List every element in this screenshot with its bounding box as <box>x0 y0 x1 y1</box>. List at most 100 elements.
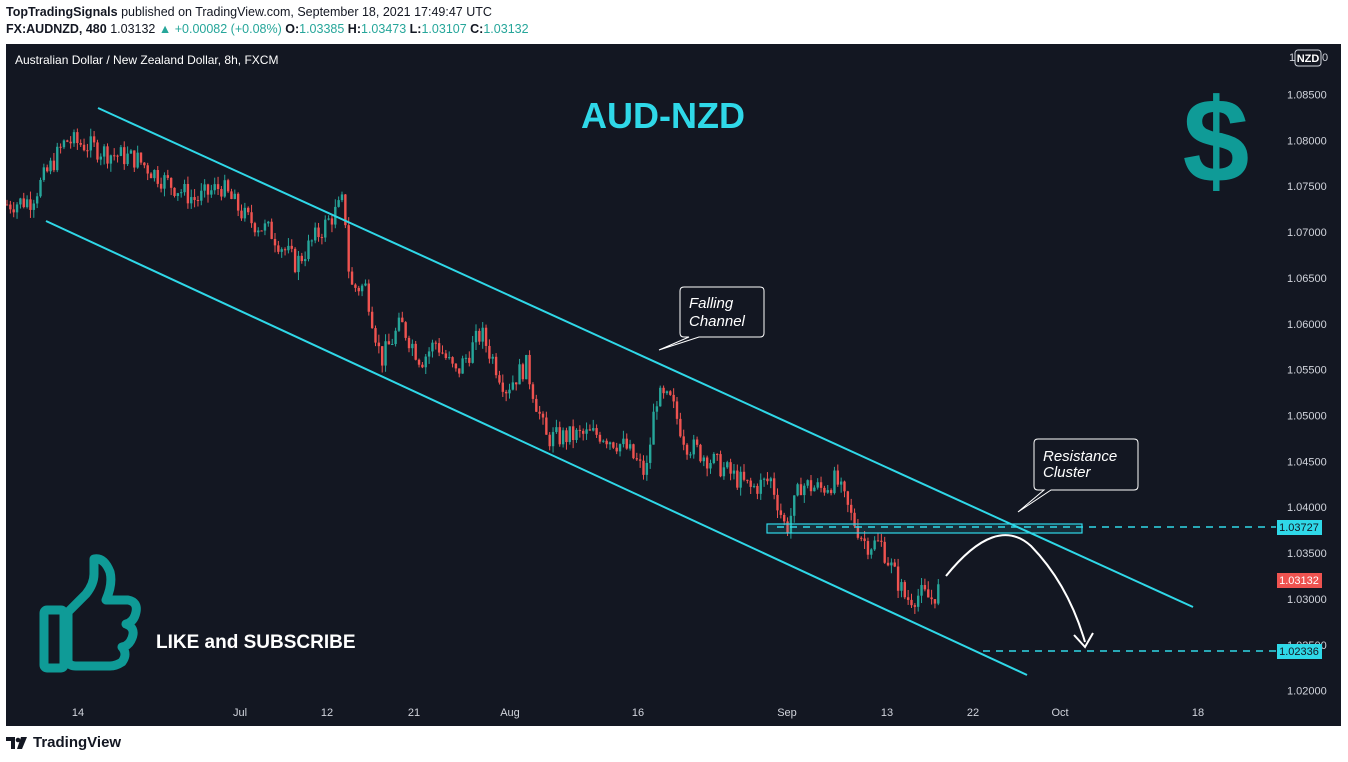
candle-body <box>203 184 206 191</box>
candle-body <box>401 317 404 323</box>
candle-body <box>468 357 471 363</box>
candle-body <box>612 442 615 448</box>
candle-body <box>762 478 766 480</box>
candle-body <box>113 155 116 157</box>
publish-info: published on TradingView.com, September … <box>121 5 492 19</box>
candle-body <box>126 153 129 165</box>
candle-body <box>86 150 89 152</box>
candle-body <box>414 343 417 360</box>
callout-resistance-line2: Cluster <box>1043 464 1092 481</box>
candle-body <box>736 470 739 488</box>
candle-body <box>561 430 565 445</box>
candle-body <box>317 227 320 238</box>
candle-body <box>568 426 571 443</box>
candle-body <box>421 364 424 368</box>
candle-body <box>176 193 180 196</box>
candle-body <box>525 354 528 380</box>
chart-headline: AUD-NZD <box>581 95 745 136</box>
candle-body <box>880 540 883 542</box>
y-tick-label: 1.03500 <box>1287 548 1327 560</box>
candle-body <box>679 418 682 437</box>
candle-body <box>856 526 860 538</box>
candle-body <box>913 605 917 607</box>
candle-body <box>625 438 628 449</box>
candle-body <box>441 352 444 354</box>
candle-body <box>310 240 314 242</box>
candle-body <box>300 255 303 262</box>
candle-body <box>558 427 561 445</box>
price-chart[interactable]: Falling Channel Resistance Cluster 1.085… <box>5 44 1341 726</box>
candle-body <box>702 457 705 462</box>
candle-body <box>608 442 612 445</box>
candle-body <box>595 428 598 435</box>
candle-body <box>504 391 508 394</box>
candle-body <box>92 136 96 143</box>
candle-body <box>69 141 72 144</box>
candle-body <box>297 255 300 273</box>
callout-falling-channel[interactable]: Falling Channel <box>658 286 765 351</box>
candle-body <box>669 391 672 395</box>
candle-body <box>890 562 893 566</box>
candle-body <box>223 180 226 197</box>
time-axis[interactable]: 14 Jul 12 21 Aug 16 Sep 13 22 Oct 18 <box>72 707 1204 719</box>
x-tick-label: 22 <box>967 707 979 719</box>
candle-body <box>521 364 525 380</box>
candle-body <box>498 375 501 383</box>
price-tag-current: 1.03132 <box>1277 573 1322 588</box>
currency-badge[interactable]: NZD <box>1294 49 1322 67</box>
price-tag-current-label: 1.03132 <box>1279 575 1319 587</box>
price-tag-resistance-label: 1.03727 <box>1279 522 1319 534</box>
candle-body <box>394 330 397 344</box>
candle-body <box>62 140 66 148</box>
candle-body <box>22 198 25 208</box>
candle-body <box>937 584 940 604</box>
axis-top-fragment: 1 <box>1289 52 1295 64</box>
channel-lower-line[interactable] <box>45 220 1028 676</box>
price-axis[interactable]: 1.08500 1.08000 1.07500 1.07000 1.06500 1.060… <box>1287 89 1327 697</box>
candle-body <box>149 173 153 179</box>
candle-body <box>806 480 809 486</box>
price-tag-resistance: 1.03727 <box>1277 520 1322 535</box>
candle-body <box>823 487 826 493</box>
candle-body <box>180 192 183 194</box>
candle-body <box>551 432 555 447</box>
x-tick-label: 12 <box>321 707 333 719</box>
candle-body <box>280 249 283 252</box>
candle-body <box>622 438 625 445</box>
candle-body <box>106 146 109 164</box>
resistance-zone[interactable] <box>766 523 1083 534</box>
y-tick-label: 1.07000 <box>1287 227 1327 239</box>
candle-body <box>531 384 535 399</box>
x-tick-label: Jul <box>233 707 247 719</box>
candle-body <box>649 444 652 463</box>
candle-body <box>337 200 340 207</box>
candle-body <box>129 150 133 154</box>
author-name[interactable]: TopTradingSignals <box>6 5 118 19</box>
candle-body <box>655 406 659 412</box>
y-tick-label: 1.08500 <box>1287 89 1327 101</box>
candle-body <box>903 582 906 598</box>
candle-body <box>59 146 62 148</box>
y-tick-label: 1.04000 <box>1287 502 1327 514</box>
candle-body <box>190 197 193 204</box>
candle-body <box>196 199 200 201</box>
x-tick-label: Sep <box>777 707 797 719</box>
dollar-sign-icon: $ <box>1183 74 1250 208</box>
projection-arc[interactable] <box>945 534 1086 643</box>
candle-body <box>133 150 136 168</box>
candle-body <box>210 190 213 195</box>
candle-body <box>270 221 273 239</box>
candle-body <box>541 413 545 418</box>
candle-body <box>236 193 240 211</box>
candle-body <box>873 540 876 550</box>
y-tick-label: 1.06000 <box>1287 319 1327 331</box>
chart-panel[interactable]: Falling Channel Resistance Cluster 1.085… <box>5 44 1341 726</box>
callout-resistance-cluster[interactable]: Resistance Cluster <box>1017 438 1139 513</box>
candle-body <box>692 439 695 455</box>
candle-body <box>896 566 900 591</box>
candle-body <box>850 504 853 513</box>
candle-body <box>417 359 421 365</box>
candle-body <box>381 346 384 366</box>
candle-body <box>722 467 726 477</box>
candle-body <box>642 460 645 475</box>
